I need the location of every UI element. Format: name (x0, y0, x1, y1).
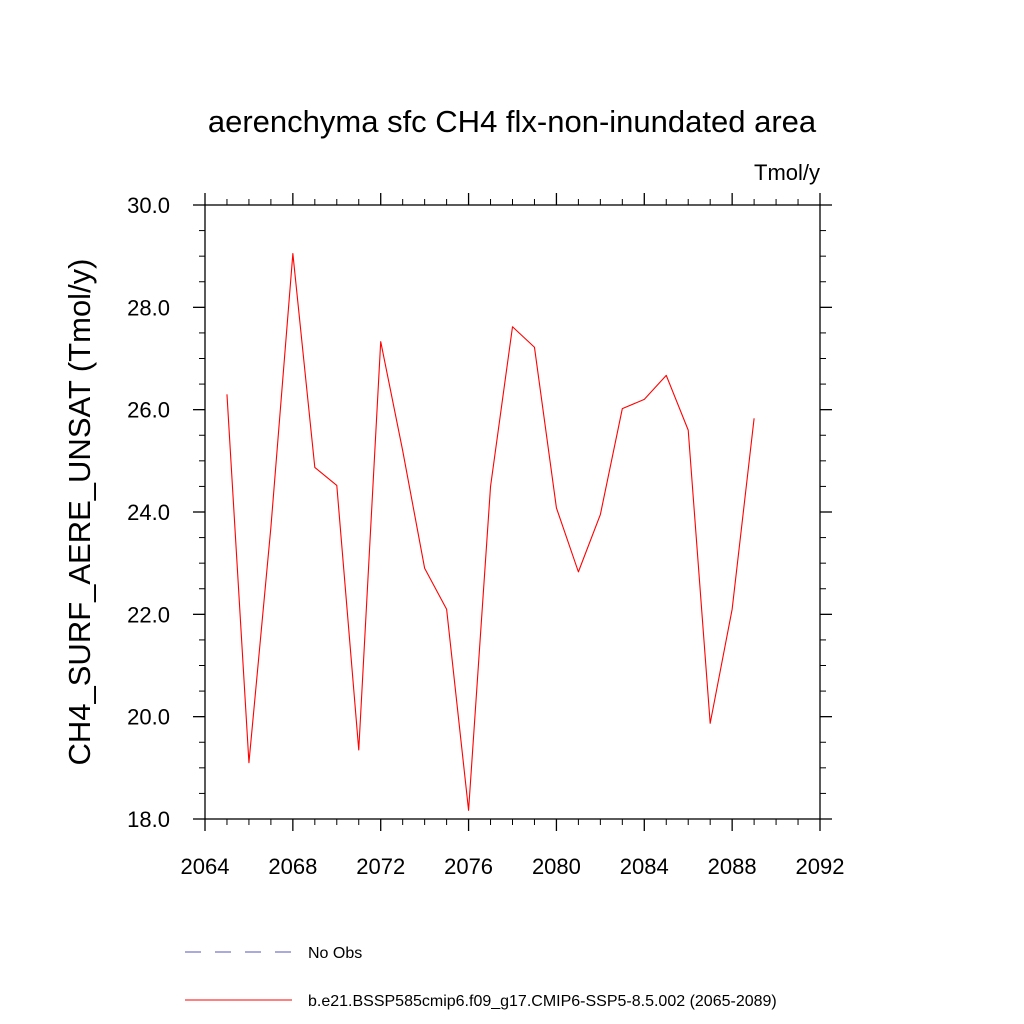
y-tick-label: 24.0 (127, 500, 170, 525)
series-line (226, 253, 755, 811)
y-tick-label: 28.0 (127, 295, 170, 320)
y-tick-label: 26.0 (127, 398, 170, 423)
x-tick-label: 2076 (444, 854, 493, 879)
legend-label: No Obs (308, 945, 362, 962)
chart-title: aerenchyma sfc CH4 flx-non-inundated are… (208, 104, 817, 139)
legend: No Obs b.e21.BSSP585cmip6.f09_g17.CMIP6-S… (185, 945, 777, 1010)
x-tick-label: 2072 (356, 854, 405, 879)
y-tick-label: 20.0 (127, 705, 170, 730)
y-tick-label: 18.0 (127, 807, 170, 832)
x-tick-label: 2068 (268, 854, 317, 879)
x-tick-label: 2088 (708, 854, 757, 879)
units-label: Tmol/y (754, 160, 820, 185)
y-tick-label: 30.0 (127, 193, 170, 218)
x-tick-label: 2092 (796, 854, 845, 879)
x-tick-label: 2064 (181, 854, 230, 879)
y-tick-label: 22.0 (127, 602, 170, 627)
x-tick-label: 2080 (532, 854, 581, 879)
x-tick-label: 2084 (620, 854, 669, 879)
axis-tick-labels: 2064 2068 2072 2076 2080 2084 2088 2092 18.0 20.0… (127, 193, 844, 879)
axis-ticks (193, 193, 832, 831)
series-lines (226, 253, 755, 811)
legend-label: b.e21.BSSP585cmip6.f09_g17.CMIP6-SSP5-8.… (308, 993, 777, 1010)
y-axis-label: CH4_SURF_AERE_UNSAT (Tmol/y) (62, 258, 97, 765)
